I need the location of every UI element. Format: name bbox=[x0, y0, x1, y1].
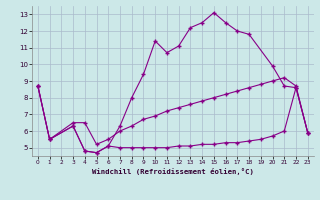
X-axis label: Windchill (Refroidissement éolien,°C): Windchill (Refroidissement éolien,°C) bbox=[92, 168, 254, 175]
